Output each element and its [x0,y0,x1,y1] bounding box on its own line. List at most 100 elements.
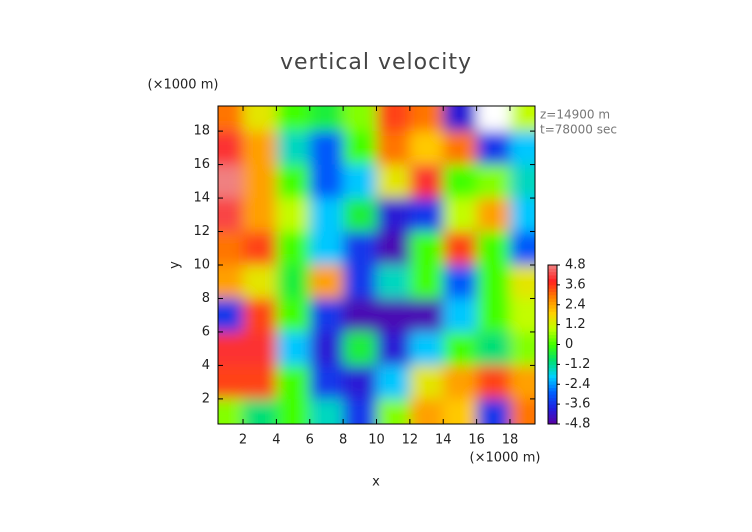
cell [476,265,511,299]
cell [343,164,377,199]
colorbar-band [548,265,557,269]
colorbar-band [548,404,557,408]
colorbar-band [548,291,557,296]
colorbar-band [548,351,557,355]
colorbar-band [548,324,557,329]
cell [376,231,411,266]
cell [343,131,377,166]
colorbar-label: 0 [565,337,573,352]
x-tick-label: 12 [402,433,419,448]
annotation: z=14900 m [540,108,610,122]
colorbar-band [548,361,557,365]
cell [243,365,277,400]
cell [309,365,344,400]
colorbar-band [548,420,557,425]
cell [243,331,277,366]
y-tick-label: 6 [202,324,210,339]
cell [243,164,277,199]
colorbar-band [548,380,557,385]
colorbar-band [548,390,557,395]
cell [409,164,444,199]
cell [309,231,344,266]
cell [343,106,377,132]
colorbar-band [548,274,557,279]
cell [509,106,535,132]
cell [509,198,535,233]
plot-area [218,106,535,424]
cell [276,131,311,166]
cell [218,231,244,266]
colorbar-band [548,357,557,362]
colorbar-band [548,271,557,276]
cell [309,265,344,299]
y-tick-label: 2 [202,391,210,406]
cell [243,198,277,233]
colorbar-band [548,417,557,422]
colorbar-band [548,321,557,326]
cell [243,106,277,132]
cell [476,198,511,233]
colorbar-band [548,288,557,292]
cell [309,331,344,366]
colorbar-band [548,400,557,405]
cell [376,398,411,424]
x-tick-label: 2 [239,433,247,448]
cell [309,398,344,424]
colorbar-band [548,327,557,332]
cell [443,298,478,333]
cell [276,164,311,199]
colorbar-band [548,397,557,402]
cell [409,265,444,299]
cell [218,365,244,400]
cell [276,198,311,233]
colorbar-band [548,387,557,392]
cell [409,106,444,132]
cell [443,231,478,266]
colorbar-band [548,384,557,389]
cell [343,398,377,424]
cell [509,231,535,266]
cell [343,198,377,233]
x-tick-label: 4 [272,433,280,448]
y-tick-label: 8 [202,291,210,306]
x-tick-label: 18 [502,433,519,448]
colorbar-band [548,311,557,316]
cell [443,265,478,299]
cell [218,106,244,132]
colorbar-band [548,364,557,369]
y-tick-label: 16 [193,157,210,172]
colorbar-band [548,347,557,352]
x-tick-label: 8 [339,433,347,448]
colorbar-band [548,314,557,319]
x-unit: (×1000 m) [470,451,541,466]
cell [218,164,244,199]
cell [218,298,244,333]
cell [376,331,411,366]
cell [409,331,444,366]
cell [343,298,377,333]
x-tick-label: 16 [468,433,485,448]
cell [476,331,511,366]
colorbar-label: 3.6 [565,277,586,292]
colorbar-band [548,354,557,359]
colorbar-band [548,308,557,312]
cell [476,106,511,132]
colorbar-band [548,394,557,398]
colorbar-band [548,374,557,379]
cell [509,131,535,166]
cell [218,265,244,299]
cell [343,231,377,266]
cell [276,298,311,333]
colorbar-label: -2.4 [565,377,590,392]
cell [443,331,478,366]
colorbar-band [548,344,557,349]
cell [309,106,344,132]
colorbar-band [548,284,557,289]
cell [309,164,344,199]
cell [309,298,344,333]
cell [476,131,511,166]
cell [243,231,277,266]
cell [343,331,377,366]
annotation: t=78000 sec [540,123,617,137]
